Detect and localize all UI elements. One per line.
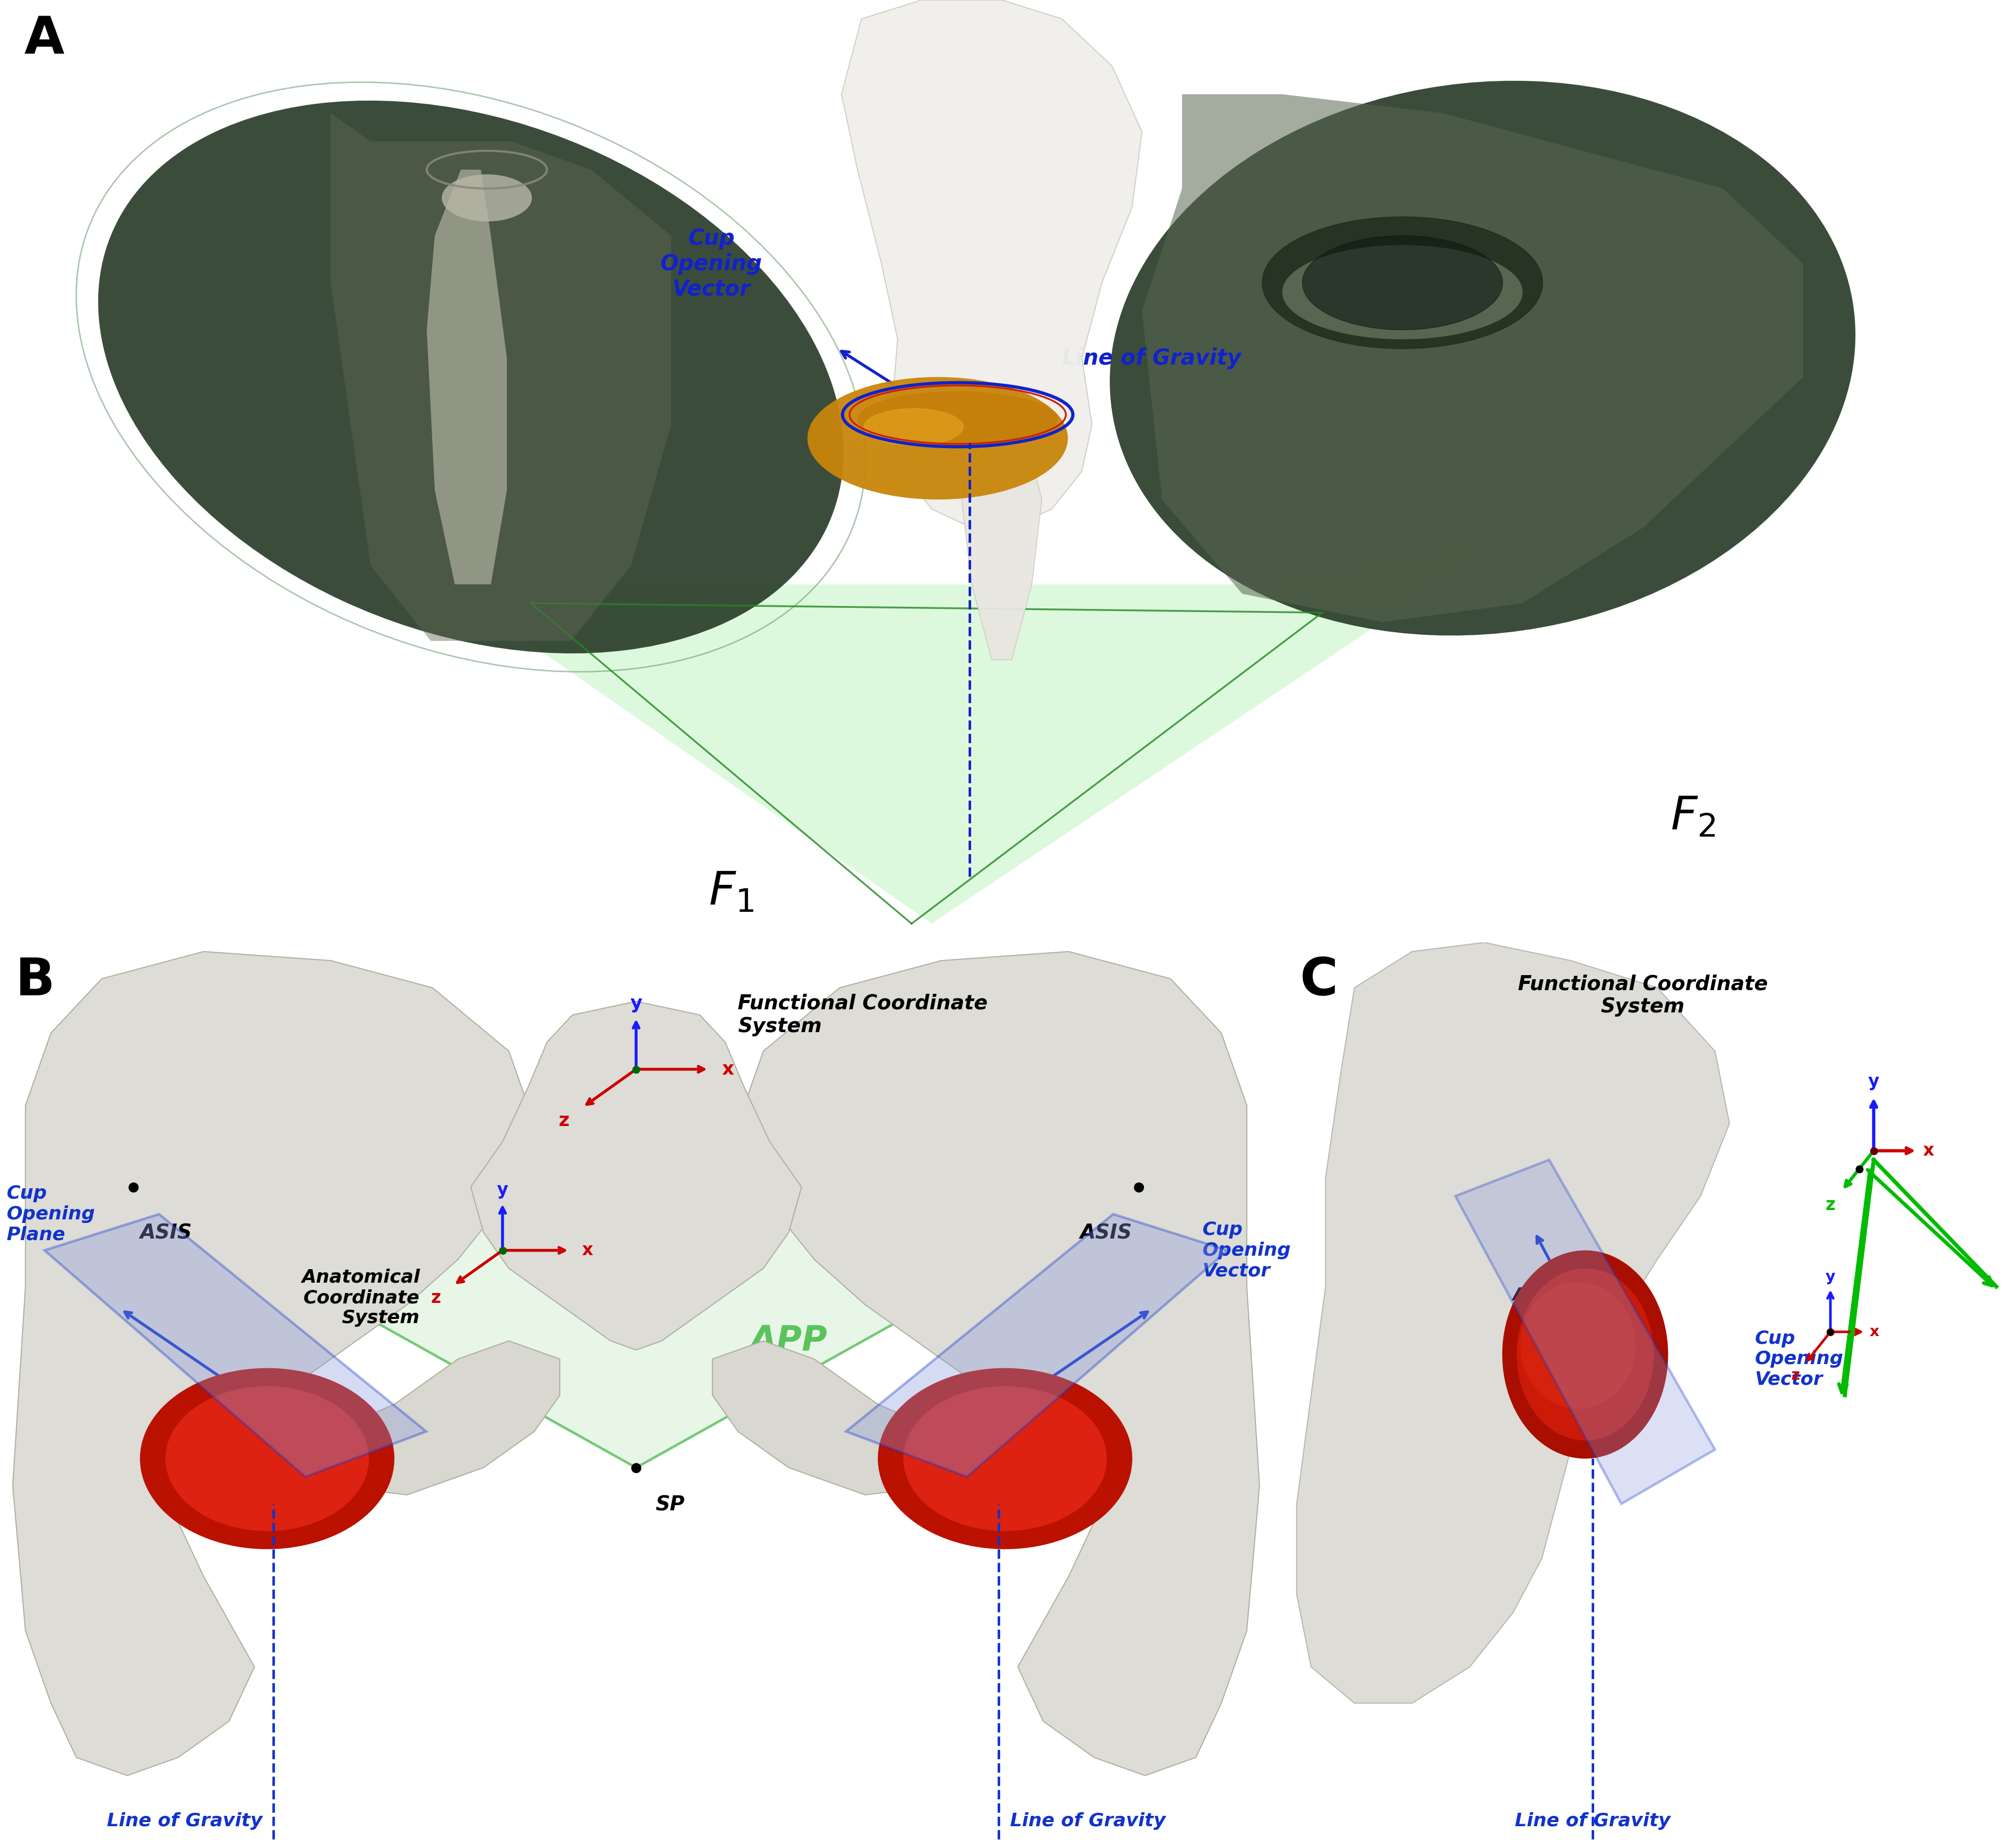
Polygon shape — [713, 1342, 967, 1495]
Text: z: z — [1825, 1196, 1835, 1214]
Text: y: y — [497, 1181, 509, 1199]
Text: x: x — [581, 1242, 593, 1258]
Text: Functional Coordinate
System: Functional Coordinate System — [1518, 974, 1767, 1016]
Text: Line of Gravity: Line of Gravity — [1062, 347, 1240, 370]
Text: $\boldsymbol{F_2}$: $\boldsymbol{F_2}$ — [1671, 795, 1715, 839]
Polygon shape — [44, 1214, 427, 1477]
Text: ASIS: ASIS — [1080, 1223, 1132, 1244]
Circle shape — [1302, 237, 1502, 329]
Text: x: x — [1923, 1142, 1933, 1159]
Text: x: x — [721, 1061, 733, 1077]
Ellipse shape — [441, 174, 533, 222]
Text: C: C — [1300, 955, 1338, 1007]
Polygon shape — [845, 1214, 1228, 1477]
Text: Cup
Opening
Vector: Cup Opening Vector — [1755, 1331, 1843, 1388]
Polygon shape — [351, 519, 1522, 924]
Circle shape — [140, 1368, 395, 1549]
Text: SP: SP — [655, 1495, 685, 1515]
Text: y: y — [629, 994, 643, 1013]
Text: Functional Coordinate
System: Functional Coordinate System — [737, 994, 987, 1037]
Ellipse shape — [98, 100, 843, 654]
Text: APP: APP — [749, 1323, 827, 1358]
Text: A: A — [24, 15, 64, 65]
Polygon shape — [1454, 1161, 1715, 1504]
Text: B: B — [16, 955, 54, 1007]
Circle shape — [903, 1386, 1106, 1530]
Text: y: y — [1825, 1270, 1835, 1284]
Text: Anatomical
Coordinate
System: Anatomical Coordinate System — [300, 1268, 421, 1327]
Text: y: y — [1867, 1074, 1879, 1090]
Circle shape — [877, 1368, 1132, 1549]
Text: Line of Gravity: Line of Gravity — [1514, 1813, 1671, 1830]
Text: $\boldsymbol{F_1}$: $\boldsymbol{F_1}$ — [709, 870, 753, 915]
Ellipse shape — [857, 392, 1058, 447]
Polygon shape — [1296, 942, 1729, 1704]
Polygon shape — [841, 0, 1142, 529]
Circle shape — [1262, 216, 1542, 349]
Circle shape — [1502, 1251, 1668, 1458]
Text: Cup
Opening
Plane: Cup Opening Plane — [6, 1185, 94, 1244]
Polygon shape — [471, 1002, 801, 1349]
Circle shape — [807, 377, 1068, 499]
Text: z: z — [559, 1112, 569, 1129]
Polygon shape — [304, 1342, 559, 1495]
Polygon shape — [12, 952, 535, 1776]
Polygon shape — [961, 425, 1042, 660]
Text: z: z — [431, 1290, 441, 1307]
Text: ASIS: ASIS — [140, 1223, 192, 1244]
Polygon shape — [737, 952, 1260, 1776]
Ellipse shape — [1110, 81, 1855, 636]
Ellipse shape — [1520, 1283, 1634, 1408]
Polygon shape — [330, 113, 671, 641]
Text: x: x — [1869, 1325, 1879, 1340]
Text: Cup
Opening
Vector: Cup Opening Vector — [1202, 1222, 1290, 1279]
Ellipse shape — [1282, 246, 1522, 340]
Text: Line of Gravity: Line of Gravity — [106, 1813, 262, 1830]
Circle shape — [166, 1386, 369, 1530]
Text: z: z — [1791, 1368, 1801, 1382]
Text: Line of Gravity: Line of Gravity — [1010, 1813, 1166, 1830]
Polygon shape — [427, 170, 507, 584]
Text: Cup
Opening
Vector: Cup Opening Vector — [661, 227, 761, 299]
Polygon shape — [1142, 94, 1803, 623]
Polygon shape — [134, 1186, 1138, 1467]
Ellipse shape — [863, 408, 963, 445]
Circle shape — [1516, 1268, 1652, 1441]
Text: Anatomical
Coordinate
System: Anatomical Coordinate System — [1512, 1286, 1622, 1343]
